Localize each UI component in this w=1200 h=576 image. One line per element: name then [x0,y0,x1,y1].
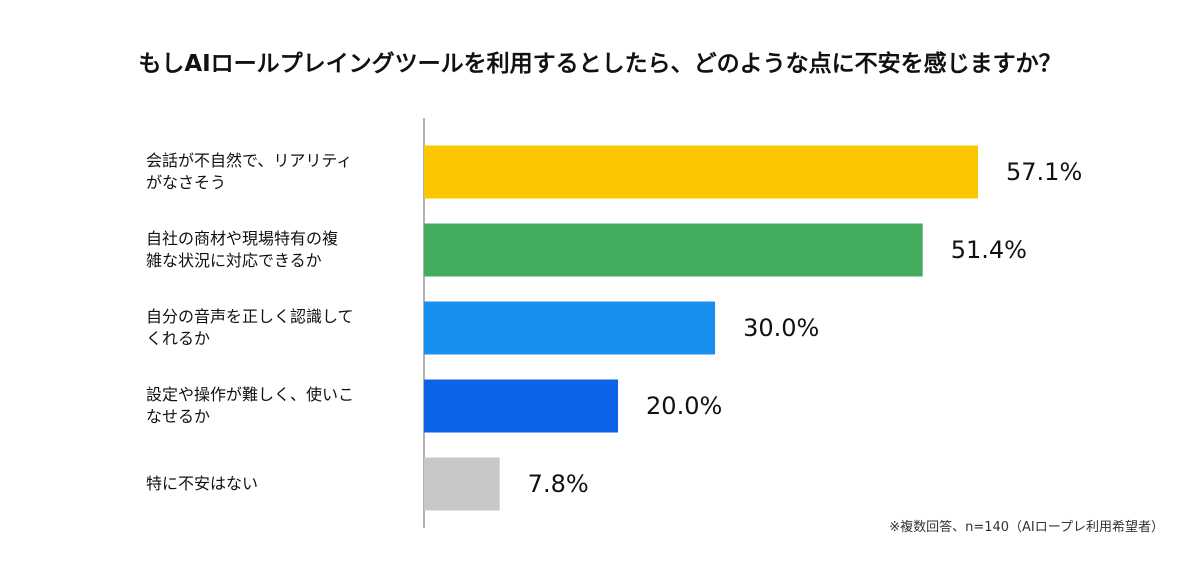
bar [424,223,923,277]
value-label: 20.0% [646,392,722,420]
category-label: 自社の商材や現場特有の複 雑な状況に対応できるか [146,229,339,270]
category-label: 会話が不自然で、リアリティ がなさそう [146,151,353,192]
value-label: 30.0% [743,314,819,342]
category-label: 特に不安はない [146,474,259,493]
note: ※複数回答、n=140（AIロープレ利用希望者） [889,520,1164,535]
bar [424,379,619,433]
category-label: 設定や操作が難しく、使いこ なせるか [146,385,355,426]
value-label: 57.1% [1006,158,1082,186]
category-label: 自分の音声を正しく認識して くれるか [146,307,354,348]
bar [424,301,716,355]
bar [424,457,500,511]
chart-title: もしAIロールプレイングツールを利用するとしたら、どのような点に不安を感じますか… [138,51,1062,77]
value-label: 7.8% [528,470,589,498]
value-label: 51.4% [951,236,1027,264]
bar [424,145,978,199]
